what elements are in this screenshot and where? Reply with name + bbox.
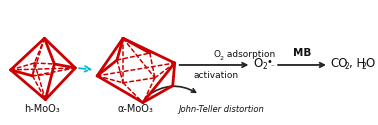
Text: 2: 2 bbox=[362, 62, 366, 72]
FancyArrowPatch shape bbox=[147, 86, 195, 96]
Text: 2: 2 bbox=[220, 56, 224, 61]
Text: MB: MB bbox=[293, 48, 311, 58]
Text: 2: 2 bbox=[262, 62, 267, 72]
Text: 2: 2 bbox=[345, 62, 350, 72]
Text: O: O bbox=[214, 50, 221, 59]
Text: John-Teller distortion: John-Teller distortion bbox=[178, 104, 264, 114]
Text: , H: , H bbox=[349, 58, 365, 70]
Text: α-MoO₃: α-MoO₃ bbox=[117, 104, 153, 114]
Text: activation: activation bbox=[194, 71, 239, 80]
Text: O: O bbox=[253, 58, 263, 70]
Text: O: O bbox=[366, 58, 375, 70]
Text: •: • bbox=[266, 57, 272, 67]
Text: ⁻: ⁻ bbox=[270, 62, 274, 72]
Text: CO: CO bbox=[331, 58, 349, 70]
Text: h-MoO₃: h-MoO₃ bbox=[25, 104, 60, 114]
Text: adsorption: adsorption bbox=[224, 50, 275, 59]
